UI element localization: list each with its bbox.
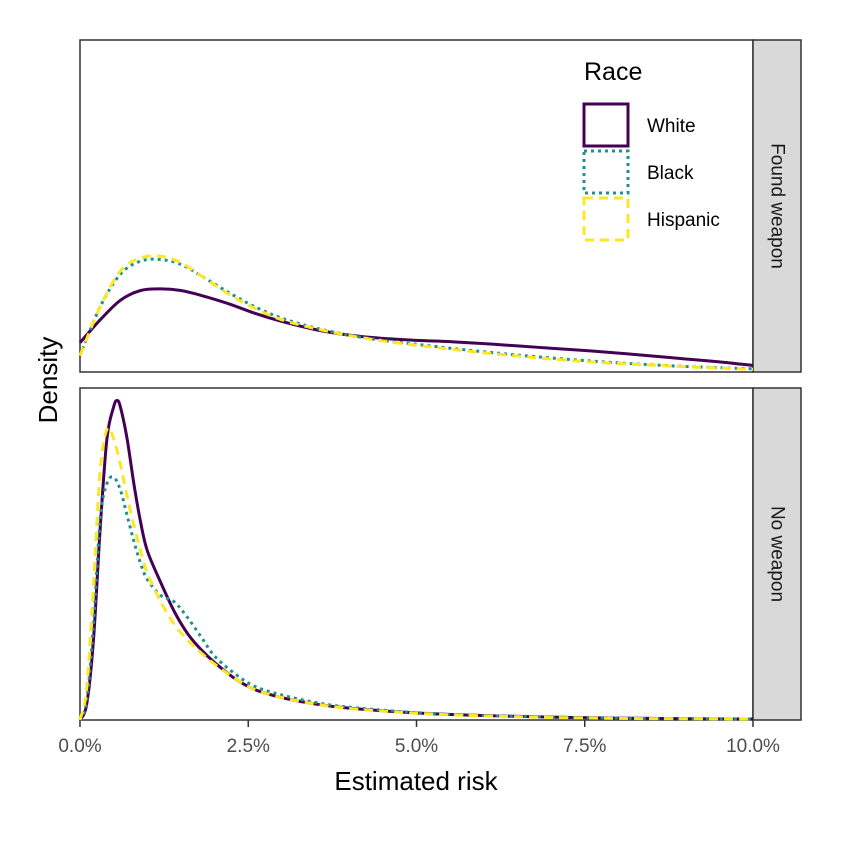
strip-label-found-weapon: Found weapon [767, 143, 788, 269]
density-line-hispanic-found-weapon [78, 254, 754, 371]
x-tick-label: 7.5% [563, 736, 606, 757]
x-axis: 0.0% 2.5% 5.0% 7.5% 10.0% [58, 720, 780, 757]
strip-label-no-weapon: No weapon [767, 506, 788, 602]
legend-label-white: White [647, 116, 696, 137]
panel-border-bottom [79, 387, 754, 721]
x-tick-label: 2.5% [227, 736, 270, 757]
strip-found-weapon [752, 39, 802, 373]
x-tick-label: 10.0% [726, 736, 780, 757]
series-group-no-weapon [78, 399, 754, 721]
legend-key-hispanic [582, 196, 630, 242]
density-line-hispanic-no-weapon [78, 426, 754, 721]
panel-found-weapon: Found weapon [78, 39, 802, 373]
legend: Race White Black Hispanic [582, 58, 720, 242]
panel-border-top [79, 39, 754, 373]
x-axis-title: Estimated risk [334, 766, 498, 796]
strip-no-weapon [752, 387, 802, 721]
series-group-found-weapon [78, 254, 754, 371]
legend-label-hispanic: Hispanic [647, 210, 720, 231]
x-tick-label: 5.0% [395, 736, 438, 757]
legend-key-white [582, 102, 630, 148]
y-axis-title: Density [33, 337, 63, 424]
legend-title: Race [584, 58, 642, 86]
legend-entries: White Black Hispanic [582, 102, 720, 242]
legend-label-black: Black [647, 163, 694, 184]
panel-no-weapon: No weapon [78, 387, 802, 721]
legend-key-black [582, 149, 630, 195]
density-line-black-no-weapon [78, 475, 754, 721]
x-tick-label: 0.0% [58, 736, 101, 757]
